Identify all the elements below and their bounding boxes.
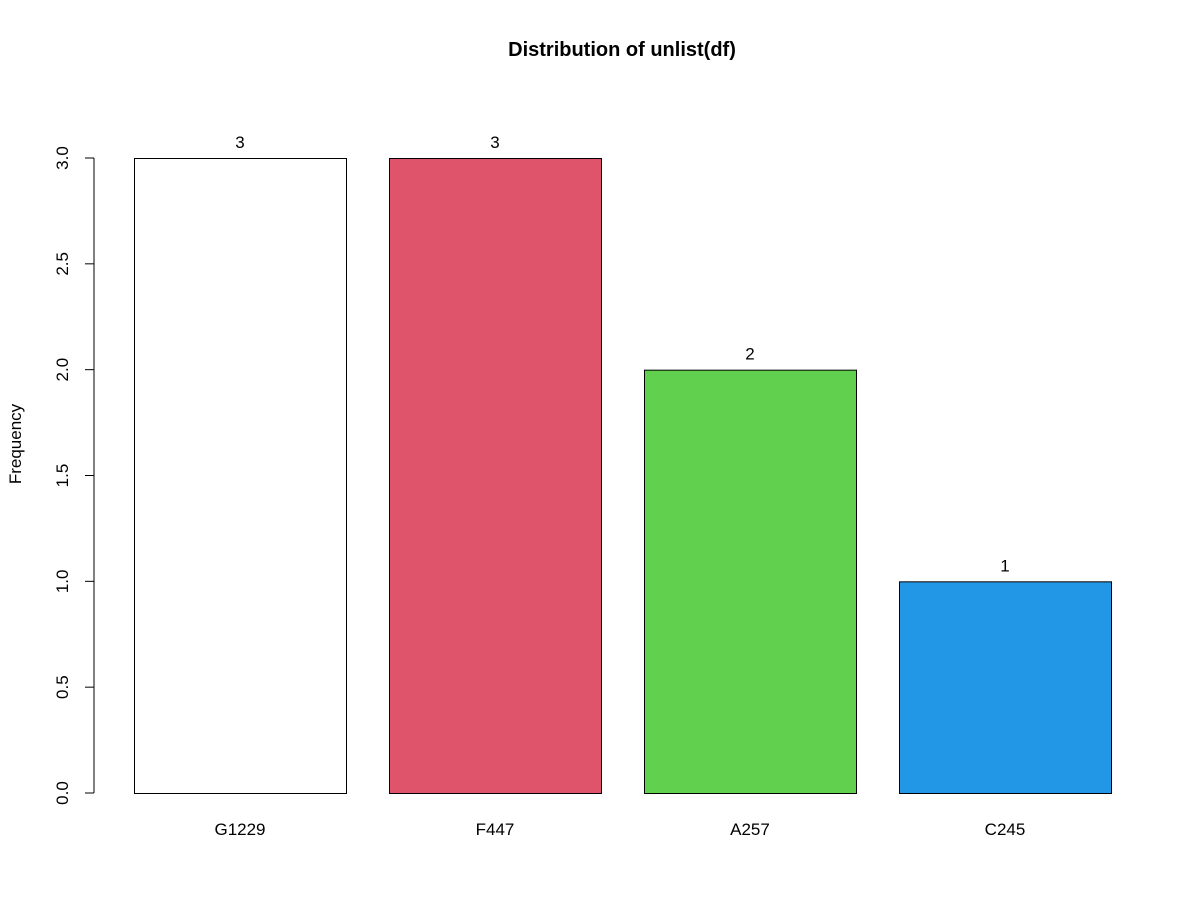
bar-g1229	[134, 158, 347, 794]
y-axis: 0.0 0.5 1.0 1.5 2.0 2.5 3.0	[53, 146, 95, 805]
bar-a257	[644, 369, 857, 794]
data-label: 1	[1000, 556, 1009, 575]
y-tick-label: 2.0	[53, 358, 72, 382]
y-tick-label: 0.5	[53, 675, 72, 699]
y-axis-label: Frequency	[6, 403, 25, 484]
x-tick-label: G1229	[214, 820, 265, 839]
data-labels-group: 3 3 2 1	[235, 133, 1009, 575]
bar-f447	[389, 158, 602, 794]
y-tick-label: 0.0	[53, 781, 72, 805]
y-tick-label: 1.5	[53, 464, 72, 488]
bars-group	[134, 158, 1112, 794]
y-tick-label: 1.0	[53, 570, 72, 594]
data-label: 3	[235, 133, 244, 152]
x-tick-label: C245	[985, 820, 1026, 839]
x-tick-label: F447	[476, 820, 515, 839]
y-tick-label: 2.5	[53, 252, 72, 276]
x-tick-label: A257	[730, 820, 770, 839]
data-label: 2	[745, 345, 754, 364]
bar-c245	[899, 581, 1112, 794]
data-label: 3	[490, 133, 499, 152]
x-tick-labels-group: G1229 F447 A257 C245	[214, 820, 1025, 839]
chart-title: Distribution of unlist(df)	[508, 39, 736, 61]
y-tick-label: 3.0	[53, 146, 72, 170]
